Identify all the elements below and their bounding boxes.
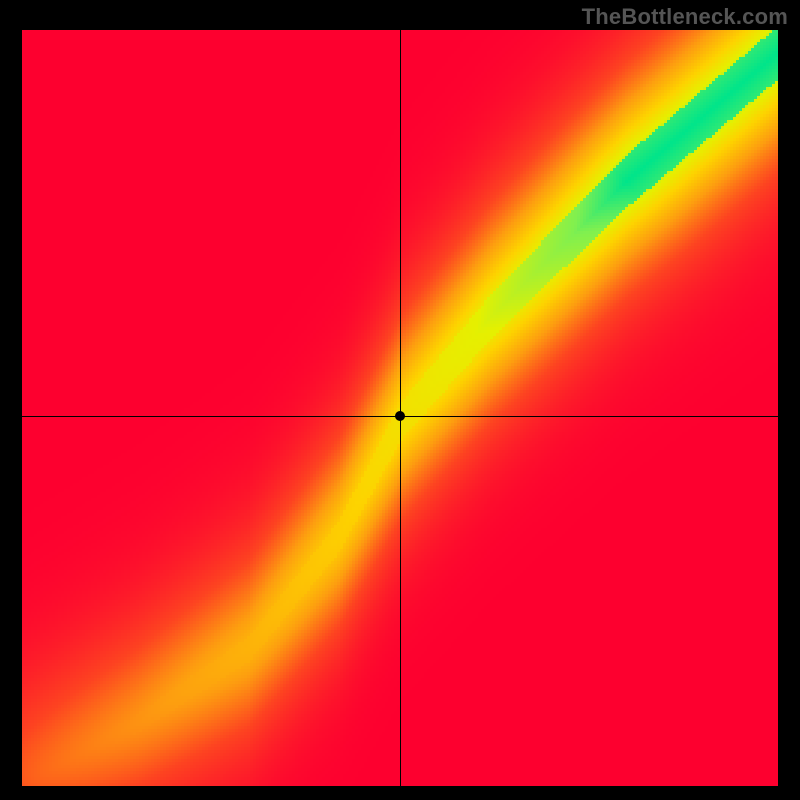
crosshair-vertical xyxy=(400,30,401,786)
watermark-label: TheBottleneck.com xyxy=(582,4,788,30)
chart-frame: TheBottleneck.com xyxy=(0,0,800,800)
heatmap-plot-area xyxy=(22,30,778,786)
selection-marker xyxy=(395,411,405,421)
